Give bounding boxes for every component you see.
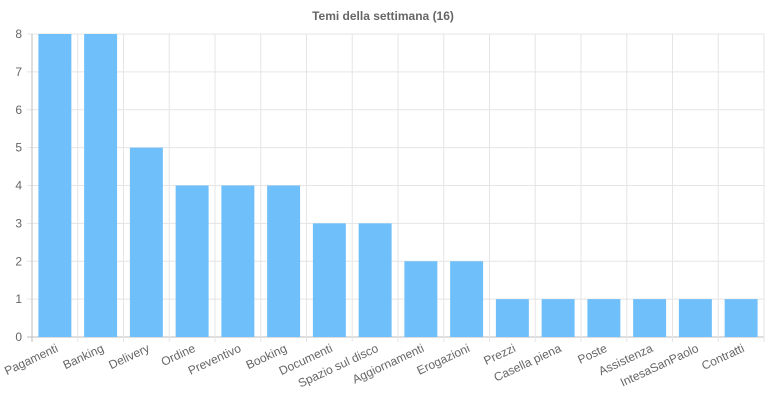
bar bbox=[541, 299, 575, 337]
x-tick-label: Contratti bbox=[699, 341, 746, 373]
x-tick-label: Banking bbox=[61, 341, 106, 372]
bar bbox=[724, 299, 758, 337]
bar bbox=[312, 223, 346, 337]
y-tick-label: 6 bbox=[15, 103, 22, 117]
y-tick-label: 8 bbox=[15, 27, 22, 41]
y-tick-label: 7 bbox=[15, 65, 22, 79]
bar bbox=[678, 299, 712, 337]
bar bbox=[587, 299, 621, 337]
bar bbox=[221, 185, 255, 337]
y-tick-label: 5 bbox=[15, 141, 22, 155]
bar bbox=[175, 185, 209, 337]
x-tick-label: Preventivo bbox=[186, 341, 244, 378]
bar bbox=[84, 34, 118, 337]
bar bbox=[358, 223, 392, 337]
bar bbox=[404, 261, 438, 337]
bar bbox=[38, 34, 72, 337]
chart-title: Temi della settimana (16) bbox=[312, 9, 454, 23]
bar bbox=[633, 299, 667, 337]
bar bbox=[450, 261, 484, 337]
x-tick-label: Delivery bbox=[106, 341, 151, 372]
x-tick-label: Erogazioni bbox=[415, 341, 472, 378]
y-tick-label: 3 bbox=[15, 216, 22, 230]
bar bbox=[267, 185, 301, 337]
y-tick-label: 1 bbox=[15, 292, 22, 306]
y-tick-label: 4 bbox=[15, 179, 22, 193]
y-tick-label: 2 bbox=[15, 254, 22, 268]
bar bbox=[129, 147, 163, 337]
x-tick-label: IntesaSanPaolo bbox=[618, 341, 701, 390]
bar bbox=[495, 299, 529, 337]
y-tick-label: 0 bbox=[15, 330, 22, 344]
x-tick-label: Pagamenti bbox=[2, 341, 60, 378]
